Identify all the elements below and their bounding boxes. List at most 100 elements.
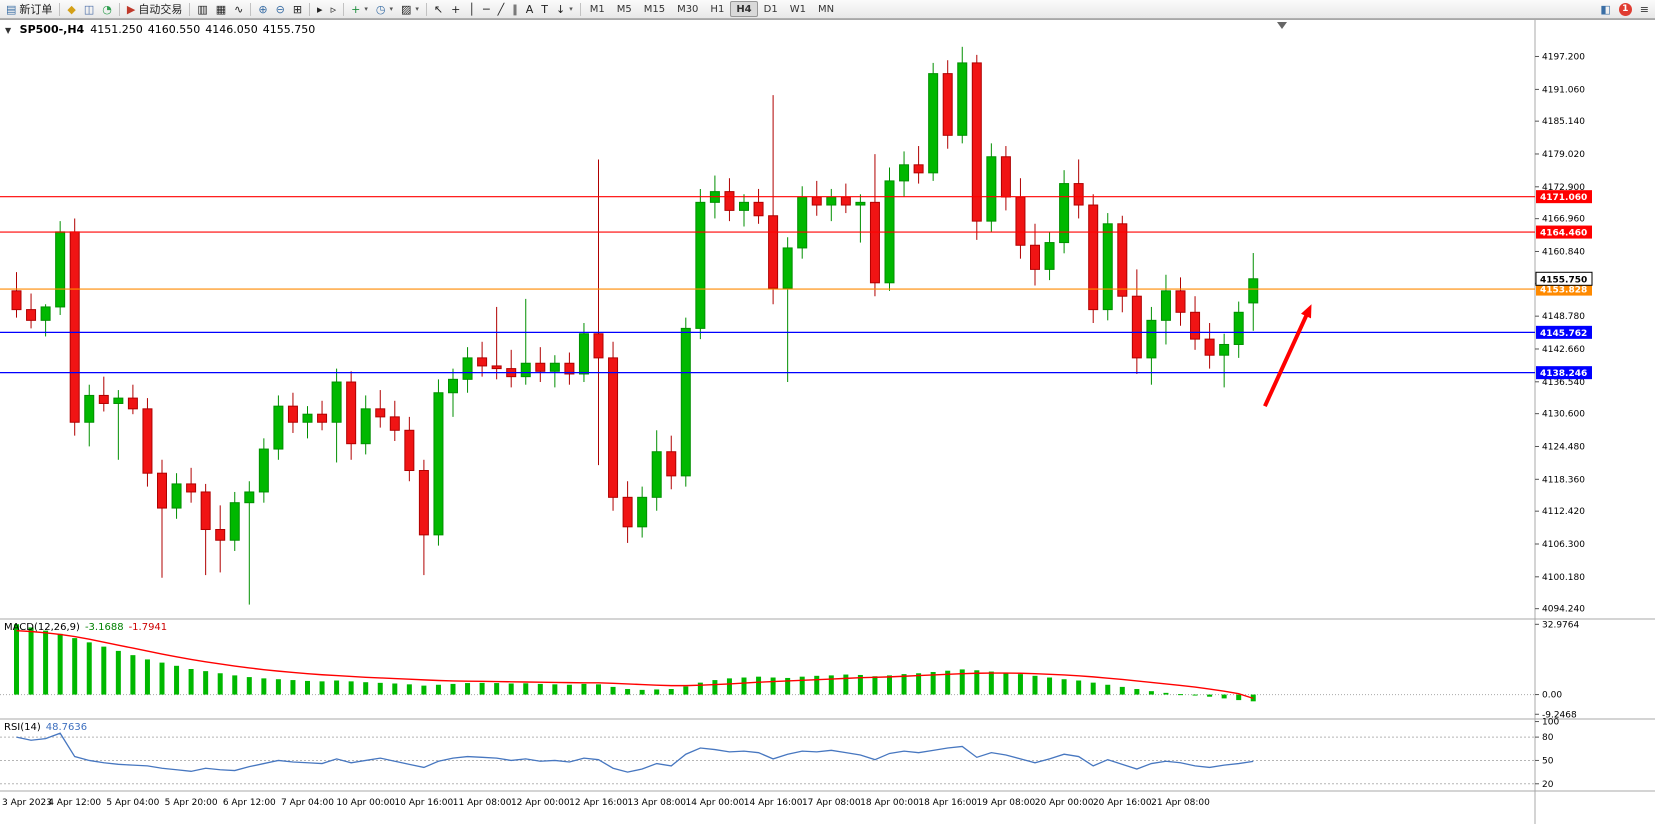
candle bbox=[782, 247, 793, 289]
price-tick-label: 4142.660 bbox=[1542, 345, 1585, 355]
notifications-badge[interactable]: 1 bbox=[1618, 2, 1632, 16]
collapse-chart-icon[interactable]: ▼ bbox=[5, 26, 12, 35]
line-chart-type-button[interactable]: ∿ bbox=[230, 1, 247, 18]
new-order-button[interactable]: ▤ 新订单 bbox=[2, 1, 56, 18]
macd-bar bbox=[523, 683, 529, 695]
menu-icon-button[interactable]: ≡ bbox=[1636, 1, 1653, 18]
macd-bar bbox=[363, 682, 369, 695]
candle bbox=[433, 392, 444, 536]
macd-bar bbox=[770, 677, 776, 695]
macd-bar bbox=[1076, 680, 1082, 695]
candle bbox=[986, 156, 997, 222]
market-icon-icon: ◔ bbox=[102, 2, 112, 16]
autotrading-button[interactable]: ▶ 自动交易 bbox=[123, 1, 186, 18]
chart-shift-button[interactable]: ▹ bbox=[327, 1, 341, 18]
crosshair-button[interactable]: + bbox=[447, 1, 464, 18]
macd-bar bbox=[1207, 694, 1213, 697]
chart-shift-marker[interactable] bbox=[1277, 22, 1287, 29]
time-tick-label: 18 Apr 16:00 bbox=[918, 798, 977, 808]
time-tick-label: 14 Apr 16:00 bbox=[744, 798, 803, 808]
price-axis-panel[interactable] bbox=[1535, 19, 1655, 824]
timeframe-mn[interactable]: MN bbox=[817, 3, 835, 15]
macd-bar bbox=[712, 680, 718, 695]
funds-icon[interactable]: ◆ bbox=[63, 1, 79, 18]
profile-icon[interactable]: ◫ bbox=[80, 1, 98, 18]
macd-bar bbox=[392, 683, 398, 695]
trend-arrow[interactable] bbox=[1263, 310, 1310, 407]
indicators-button[interactable]: + ▾ bbox=[347, 1, 372, 18]
time-tick-label: 3 Apr 2023 bbox=[2, 798, 52, 808]
candle bbox=[928, 73, 939, 174]
templates-icon: ▨ bbox=[400, 2, 412, 16]
auto-scroll-button[interactable]: ▸ bbox=[313, 1, 327, 18]
candle bbox=[520, 362, 531, 378]
candle bbox=[418, 470, 429, 536]
arrows-button[interactable]: ↓ ▾ bbox=[552, 1, 577, 18]
timeframe-m5[interactable]: M5 bbox=[616, 3, 632, 15]
trend-arrow-head[interactable] bbox=[1301, 304, 1312, 319]
tile-windows-button[interactable]: ⊞ bbox=[289, 1, 306, 18]
label-button[interactable]: T bbox=[537, 1, 552, 18]
trendline-button[interactable]: ╱ bbox=[494, 1, 509, 18]
rsi-tick-label: 50 bbox=[1542, 756, 1554, 766]
macd-bar bbox=[261, 678, 267, 695]
candle bbox=[1160, 290, 1171, 321]
rsi-tick-label: 80 bbox=[1542, 733, 1554, 743]
candle bbox=[462, 357, 473, 380]
candle bbox=[1204, 338, 1215, 356]
timeframe-m1[interactable]: M1 bbox=[589, 3, 605, 15]
candle bbox=[1248, 278, 1259, 304]
macd-bar bbox=[697, 682, 703, 695]
toolbar-separator bbox=[309, 2, 311, 16]
bar-chart-type-button[interactable]: ▥ bbox=[193, 1, 211, 18]
periods-button[interactable]: ◷ ▾ bbox=[372, 1, 397, 18]
macd-bar bbox=[741, 677, 747, 695]
candle bbox=[1102, 223, 1113, 311]
macd-bar bbox=[1236, 694, 1242, 701]
market-icon[interactable]: ◔ bbox=[98, 1, 116, 18]
macd-bar bbox=[57, 633, 63, 695]
community-icon-button[interactable]: ◧ bbox=[1596, 1, 1614, 18]
macd-bar bbox=[334, 680, 340, 695]
macd-bar bbox=[872, 676, 878, 695]
candle bbox=[593, 333, 604, 359]
templates-button[interactable]: ▨ ▾ bbox=[397, 1, 423, 18]
macd-bar bbox=[406, 684, 412, 695]
timeframe-m15[interactable]: M15 bbox=[643, 3, 666, 15]
candle bbox=[724, 191, 735, 211]
channel-button[interactable]: ∥ bbox=[508, 1, 522, 18]
macd-bar bbox=[843, 674, 849, 695]
macd-histogram bbox=[14, 624, 1256, 702]
tile-windows-icon: ⊞ bbox=[292, 2, 303, 16]
macd-bar bbox=[377, 682, 383, 695]
channel-icon: ∥ bbox=[512, 2, 518, 16]
timeframe-m30[interactable]: M30 bbox=[677, 3, 699, 15]
vertical-line-button[interactable]: │ bbox=[464, 1, 479, 18]
macd-bar bbox=[654, 689, 660, 695]
timeframe-d1[interactable]: D1 bbox=[763, 3, 778, 15]
zoom-in-button[interactable]: ⊕ bbox=[254, 1, 271, 18]
candlestick-type-button[interactable]: ▦ bbox=[212, 1, 230, 18]
profile-icon-icon: ◫ bbox=[83, 2, 95, 16]
current-price-label bbox=[1535, 271, 1593, 286]
timeframe-h1[interactable]: H1 bbox=[710, 3, 725, 15]
macd-bar bbox=[101, 646, 107, 695]
periods-icon: ◷ bbox=[375, 2, 386, 16]
macd-bar bbox=[1192, 694, 1198, 696]
zoom-out-button[interactable]: ⊖ bbox=[272, 1, 289, 18]
candle bbox=[317, 413, 328, 423]
macd-bar bbox=[348, 681, 354, 695]
timeframe-h4[interactable]: H4 bbox=[730, 1, 758, 17]
macd-bar bbox=[494, 683, 500, 695]
candle bbox=[157, 472, 167, 509]
text-button[interactable]: A bbox=[522, 1, 538, 18]
macd-bar bbox=[1148, 691, 1154, 695]
price-line-label-text: 4164.460 bbox=[1540, 229, 1587, 239]
arrows-icon: ↓ bbox=[555, 2, 566, 16]
horizontal-line-button[interactable]: ─ bbox=[479, 1, 494, 18]
price-tick-label: 4106.300 bbox=[1542, 540, 1585, 550]
macd-bar bbox=[1178, 694, 1183, 696]
cursor-button[interactable]: ↖ bbox=[430, 1, 447, 18]
timeframe-w1[interactable]: W1 bbox=[789, 3, 806, 15]
